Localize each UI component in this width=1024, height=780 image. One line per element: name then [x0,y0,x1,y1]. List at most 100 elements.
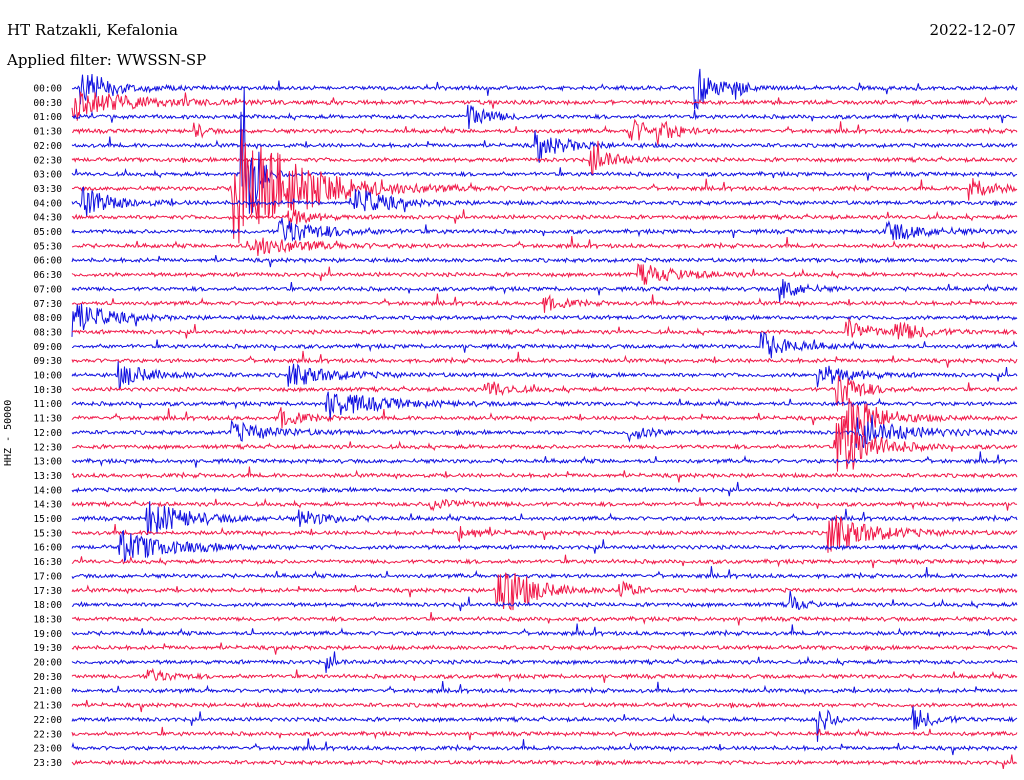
trace-11:00 [71,391,1018,420]
trace-15:00 [71,501,1018,536]
trace-02:00 [71,130,1018,163]
row-label: 04:30 [33,213,62,224]
row-label: 22:30 [33,729,62,740]
trace-15:30 [71,515,1018,553]
trace-20:00 [71,651,1018,673]
row-label: 06:00 [33,256,62,267]
trace-05:00 [71,217,1018,242]
trace-00:00 [71,68,1018,110]
trace-19:30 [71,642,1018,655]
row-label: 19:30 [33,643,62,654]
trace-16:00 [71,529,1018,563]
trace-01:00 [71,104,1018,130]
trace-07:00 [71,278,1018,303]
trace-17:00 [71,566,1018,580]
trace-19:00 [71,623,1018,638]
row-label: 12:30 [33,442,62,453]
row-label: 10:00 [33,371,62,382]
trace-04:30 [71,209,1018,229]
row-label: 07:30 [33,299,62,310]
trace-07:30 [71,293,1018,313]
date-label: 2022-12-07 [929,21,1016,39]
trace-14:30 [71,497,1018,512]
trace-03:30 [71,129,1018,244]
trace-12:30 [72,416,1018,472]
trace-17:30 [71,572,1018,611]
trace-18:00 [71,590,1018,612]
row-label: 23:00 [33,744,62,755]
trace-21:00 [71,680,1018,695]
row-label: 09:00 [33,342,62,353]
row-label: 07:00 [33,284,62,295]
trace-01:30 [72,118,1018,145]
row-label: 12:00 [33,428,62,439]
row-label: 00:00 [33,84,62,95]
trace-12:00 [71,414,1018,449]
row-label: 21:00 [33,686,62,697]
station-title: HT Ratzakli, Kefalonia [7,21,178,39]
row-label: 20:00 [33,658,62,669]
trace-18:30 [71,612,1018,626]
row-label: 06:30 [33,270,62,281]
trace-02:30 [71,140,1018,176]
row-label: 04:00 [33,198,62,209]
trace-23:00 [71,738,1018,756]
trace-11:30 [71,397,1018,447]
row-label: 03:30 [33,184,62,195]
filter-label: Applied filter: WWSSN-SP [7,51,207,69]
trace-22:00 [71,706,1018,742]
trace-13:00 [71,451,1018,468]
trace-03:00 [71,86,1018,214]
row-label: 11:30 [33,414,62,425]
row-label: 15:00 [33,514,62,525]
row-label: 05:30 [33,241,62,252]
trace-06:00 [71,254,1017,268]
trace-09:30 [71,350,1018,368]
trace-10:30 [71,375,1018,407]
row-label: 18:00 [33,600,62,611]
row-label: 17:30 [33,586,62,597]
row-label: 08:00 [33,313,62,324]
row-label: 22:00 [33,715,62,726]
row-label: 16:30 [33,557,62,568]
trace-21:30 [71,699,1018,713]
row-label: 16:00 [33,543,62,554]
row-label: 02:00 [33,141,62,152]
trace-22:30 [71,726,1018,741]
row-label: 21:30 [33,701,62,712]
trace-10:00 [71,361,1018,390]
row-label: 23:30 [33,758,62,769]
row-label: 10:30 [33,385,62,396]
trace-23:30 [71,754,1018,769]
trace-05:30 [71,236,1018,256]
row-label: 08:30 [33,327,62,338]
trace-08:00 [71,303,1018,337]
trace-04:00 [71,186,1018,217]
trace-20:30 [71,667,1018,683]
row-label: 00:30 [33,98,62,109]
row-label: 01:00 [33,112,62,123]
row-label: 09:30 [33,356,62,367]
row-label: 14:00 [33,485,62,496]
trace-16:30 [71,554,1018,569]
trace-00:30 [71,91,1018,121]
row-label: 19:00 [33,629,62,640]
trace-08:30 [71,317,1018,340]
trace-06:30 [71,263,1018,285]
row-label: 03:00 [33,170,62,181]
row-label: 17:00 [33,571,62,582]
row-label: 13:30 [33,471,62,482]
row-label: 02:30 [33,155,62,166]
row-label: 20:30 [33,672,62,683]
row-label: 18:30 [33,614,62,625]
row-label: 05:00 [33,227,62,238]
row-label: 15:30 [33,528,62,539]
row-label: 11:00 [33,399,62,410]
row-label: 01:30 [33,127,62,138]
trace-13:30 [71,466,1018,483]
trace-14:00 [71,481,1018,497]
row-label: 14:30 [33,500,62,511]
trace-09:00 [71,331,1018,359]
row-label: 13:00 [33,457,62,468]
